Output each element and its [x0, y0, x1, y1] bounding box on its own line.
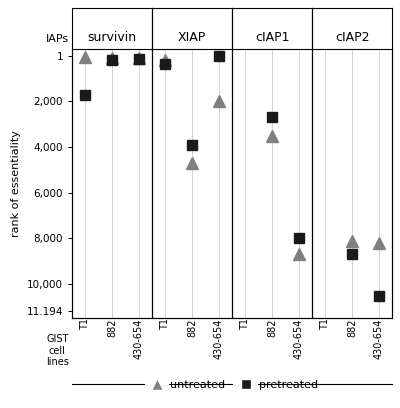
Text: T1: T1: [320, 318, 330, 330]
Text: T1: T1: [80, 318, 90, 330]
Text: survivin: survivin: [88, 31, 136, 44]
Text: 430-654: 430-654: [134, 318, 144, 359]
Text: GIST
cell
lines: GIST cell lines: [46, 334, 69, 368]
Text: XIAP: XIAP: [178, 31, 206, 44]
Text: 430-654: 430-654: [294, 318, 304, 359]
Text: cIAP2: cIAP2: [335, 31, 369, 44]
Text: 430-654: 430-654: [374, 318, 384, 359]
Text: T1: T1: [160, 318, 170, 330]
Text: 882: 882: [347, 318, 357, 337]
Text: 882: 882: [187, 318, 197, 337]
Y-axis label: rank of essentiality: rank of essentiality: [11, 130, 21, 237]
Text: 882: 882: [107, 318, 117, 337]
Text: 882: 882: [267, 318, 277, 337]
Text: T1: T1: [240, 318, 250, 330]
Text: 430-654: 430-654: [214, 318, 224, 359]
Legend: untreated, pretreated: untreated, pretreated: [142, 375, 322, 394]
Text: cIAP1: cIAP1: [255, 31, 289, 44]
Text: IAPs: IAPs: [46, 33, 69, 44]
